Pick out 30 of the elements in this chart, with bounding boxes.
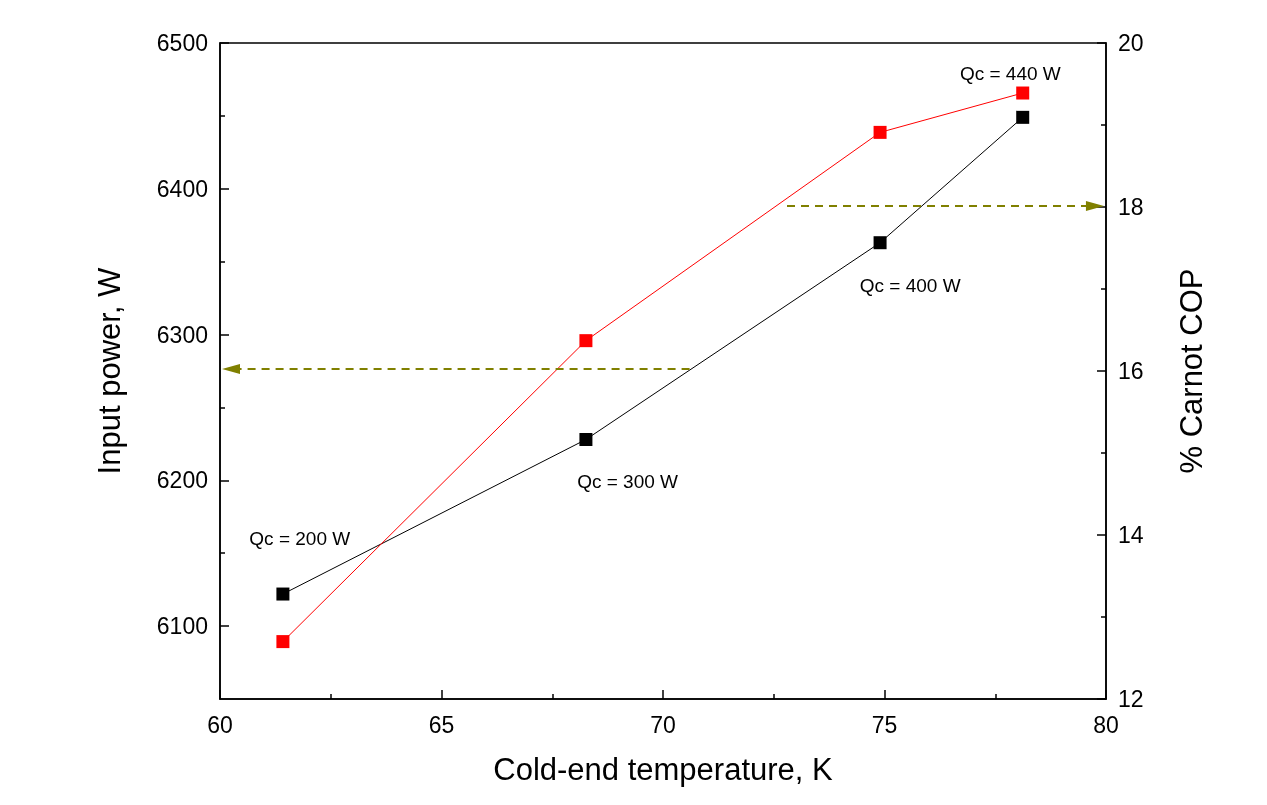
annotation: Qc = 200 W	[249, 527, 351, 549]
annotation: Qc = 300 W	[577, 470, 679, 492]
point	[1016, 86, 1030, 100]
y2-tick-label: 12	[1118, 686, 1144, 712]
point	[276, 587, 290, 601]
x-tick-label: 80	[1093, 711, 1119, 738]
y-tick-label: 6100	[156, 613, 208, 640]
y2-tick-label: 16	[1118, 358, 1144, 384]
point	[579, 433, 593, 447]
y2-tick-label: 20	[1118, 30, 1144, 56]
y-tick-label: 6400	[156, 175, 208, 202]
y-tick-label: 6500	[156, 30, 208, 56]
point	[873, 125, 887, 139]
x-tick-label: 70	[650, 711, 676, 738]
point	[579, 334, 593, 348]
x-axis-title: Cold-end temperature, K	[493, 752, 834, 787]
y2-tick-label: 14	[1118, 522, 1144, 548]
y-axis-title: Input power, W	[92, 266, 127, 475]
y-tick-label: 6200	[156, 467, 208, 494]
y-tick-label: 6300	[156, 321, 208, 348]
annotation: Qc = 400 W	[859, 274, 961, 296]
x-tick-label: 65	[428, 711, 455, 738]
point	[1016, 110, 1030, 124]
y2-axis-title: % Carnot COP	[1174, 268, 1209, 474]
point	[873, 236, 887, 250]
point	[276, 635, 290, 649]
y2-tick-label: 18	[1118, 194, 1144, 220]
x-tick-label: 75	[871, 711, 898, 738]
annotation: Qc = 440 W	[959, 62, 1061, 84]
x-tick-label: 60	[207, 711, 233, 738]
